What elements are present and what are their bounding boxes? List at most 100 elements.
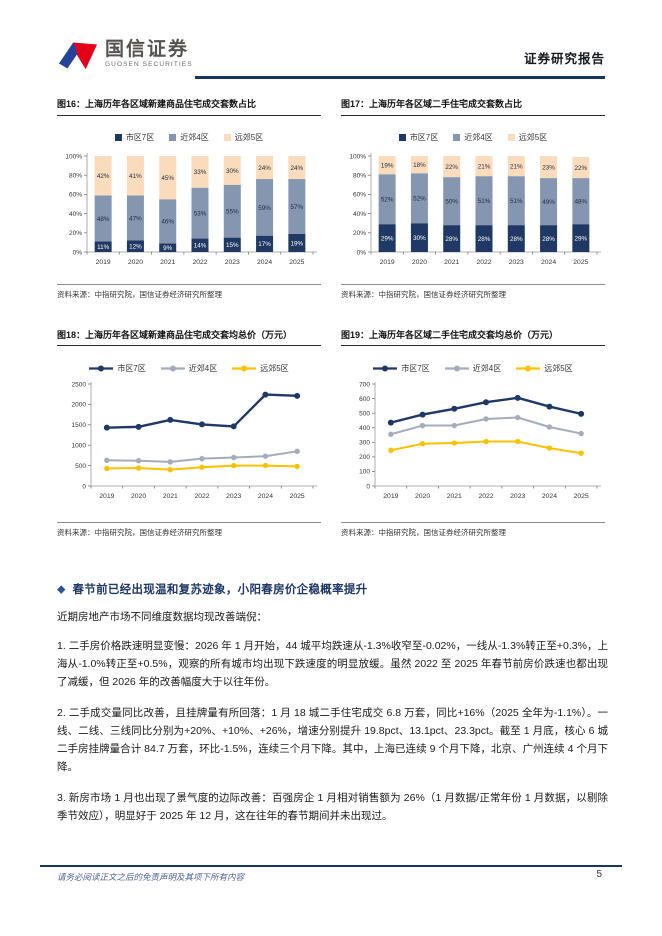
figure-16-legend: 市区7区 近郊4区 远郊5区: [57, 132, 321, 144]
svg-text:28%: 28%: [478, 236, 491, 243]
svg-text:2024: 2024: [541, 259, 556, 266]
svg-text:2020: 2020: [412, 259, 427, 266]
svg-text:21%: 21%: [478, 163, 491, 170]
svg-text:18%: 18%: [413, 162, 426, 169]
svg-text:28%: 28%: [510, 236, 523, 243]
svg-text:700: 700: [359, 382, 370, 389]
svg-text:2024: 2024: [257, 259, 272, 266]
legend-item: 近郊4区: [169, 132, 209, 143]
svg-text:2023: 2023: [510, 493, 525, 500]
figure-19-source: 资料来源：中指研究院，国信证券经济研究所整理: [341, 522, 605, 538]
svg-text:2019: 2019: [99, 493, 114, 500]
svg-text:9%: 9%: [163, 245, 173, 252]
legend-item: 近郊4区: [444, 363, 501, 374]
svg-text:2021: 2021: [447, 493, 462, 500]
figure-18-legend: 市区7区 近郊4区 远郊5区: [57, 362, 321, 374]
svg-text:50%: 50%: [445, 198, 458, 205]
svg-text:20%: 20%: [69, 230, 82, 237]
svg-text:48%: 48%: [575, 198, 588, 205]
figure-18-source: 资料来源：中指研究院，国信证券经济研究所整理: [57, 522, 321, 538]
svg-text:19%: 19%: [381, 162, 394, 169]
figure-19-panel: 图19：上海历年各区域二手住宅成交套均总价（万元） 市区7区 近郊4区 远郊5区 0…: [341, 330, 605, 539]
svg-text:100%: 100%: [65, 153, 82, 160]
svg-text:600: 600: [359, 396, 370, 403]
figure-16-title: 图16：上海历年各区域新建商品住宅成交套数占比: [57, 99, 321, 116]
svg-text:100: 100: [359, 469, 370, 476]
svg-text:2020: 2020: [415, 493, 430, 500]
svg-text:2022: 2022: [478, 493, 493, 500]
svg-text:12%: 12%: [129, 243, 142, 250]
footer-disclaimer: 请务必阅读正文之后的免责声明及其项下所有内容: [57, 872, 245, 882]
guosen-logo-icon: [58, 42, 98, 70]
svg-text:200: 200: [359, 455, 370, 462]
svg-text:2023: 2023: [226, 493, 241, 500]
svg-text:0%: 0%: [73, 249, 83, 256]
figure-18-title: 图18：上海历年各区域新建商品住宅成交套均总价（万元）: [57, 330, 321, 347]
svg-text:300: 300: [359, 440, 370, 447]
svg-text:14%: 14%: [194, 242, 207, 249]
svg-text:33%: 33%: [194, 169, 207, 176]
figure-17-chart: 0% 20% 40% 60% 80% 100% 2019 29% 52% 19% 2020 30% 52…: [349, 152, 601, 266]
svg-text:19%: 19%: [291, 240, 304, 247]
svg-text:500: 500: [75, 463, 86, 470]
svg-text:2023: 2023: [225, 259, 240, 266]
svg-text:29%: 29%: [381, 235, 394, 242]
paragraph-2: 2. 二手成交量同比改善，且挂牌量有所回落：1 月 18 城二手住宅成交 6.8…: [57, 707, 608, 774]
svg-text:0%: 0%: [357, 249, 367, 256]
svg-text:22%: 22%: [445, 164, 458, 171]
footer-rule: [40, 865, 622, 867]
svg-text:47%: 47%: [129, 215, 142, 222]
figure-17-title: 图17：上海历年各区域二手住宅成交套数占比: [341, 99, 605, 116]
svg-text:2020: 2020: [131, 493, 146, 500]
figure-19-title: 图19：上海历年各区域二手住宅成交套均总价（万元）: [341, 330, 605, 347]
svg-text:29%: 29%: [575, 235, 588, 242]
svg-text:52%: 52%: [413, 195, 426, 202]
header-rule: [195, 76, 605, 79]
figure-16-panel: 图16：上海历年各区域新建商品住宅成交套数占比 市区7区 近郊4区 远郊5区 0% 2…: [57, 99, 321, 300]
svg-text:2019: 2019: [96, 259, 111, 266]
paragraph-3: 3. 新房市场 1 月也出现了景气度的边际改善：百强房企 1 月相对销售额为 2…: [57, 792, 608, 823]
svg-text:53%: 53%: [194, 210, 207, 217]
figure-19-chart: 0 100 200 300 400 500 600 700 2019 2020 2021 2022 20…: [359, 382, 601, 500]
svg-text:2500: 2500: [72, 382, 87, 389]
figure-16-source: 资料来源：中指研究院，国信证券经济研究所整理: [57, 283, 321, 300]
svg-text:20%: 20%: [353, 230, 366, 237]
svg-text:40%: 40%: [353, 211, 366, 218]
svg-text:1500: 1500: [72, 422, 87, 429]
svg-text:11%: 11%: [97, 244, 110, 251]
svg-text:500: 500: [359, 411, 370, 418]
svg-text:24%: 24%: [291, 165, 304, 172]
logo-text: 国信证券 GUOSEN SECURITIES: [105, 39, 193, 69]
legend-item: 远郊5区: [232, 363, 289, 374]
figure-17-panel: 图17：上海历年各区域二手住宅成交套数占比 市区7区 近郊4区 远郊5区 0% 20%…: [341, 99, 605, 300]
svg-text:2025: 2025: [573, 259, 588, 266]
svg-text:2019: 2019: [383, 493, 398, 500]
svg-text:2000: 2000: [72, 402, 87, 409]
section-heading-text: 春节前已经出现温和复苏迹象，小阳春房价企稳概率提升: [72, 584, 368, 596]
svg-text:2024: 2024: [258, 493, 273, 500]
figure-19-legend: 市区7区 近郊4区 远郊5区: [341, 362, 605, 374]
svg-text:80%: 80%: [353, 172, 366, 179]
figure-17-legend: 市区7区 近郊4区 远郊5区: [341, 132, 605, 144]
svg-text:2023: 2023: [509, 259, 524, 266]
svg-text:57%: 57%: [291, 203, 304, 210]
figures-grid: 图16：上海历年各区域新建商品住宅成交套数占比 市区7区 近郊4区 远郊5区 0% 2…: [57, 99, 605, 538]
legend-item: 远郊5区: [223, 132, 263, 143]
figure-18-panel: 图18：上海历年各区域新建商品住宅成交套均总价（万元） 市区7区 近郊4区 远郊5区…: [57, 330, 321, 539]
svg-text:51%: 51%: [510, 198, 523, 205]
svg-text:2021: 2021: [163, 493, 178, 500]
svg-text:2025: 2025: [289, 259, 304, 266]
svg-text:80%: 80%: [69, 172, 82, 179]
svg-text:2022: 2022: [476, 259, 491, 266]
svg-text:46%: 46%: [161, 218, 174, 225]
svg-text:30%: 30%: [226, 167, 239, 174]
svg-text:55%: 55%: [226, 208, 239, 215]
svg-text:49%: 49%: [542, 199, 555, 206]
page-number: 5: [596, 869, 602, 880]
svg-text:40%: 40%: [69, 211, 82, 218]
svg-text:2024: 2024: [542, 493, 557, 500]
svg-text:52%: 52%: [381, 196, 394, 203]
section-heading: ◆ 春节前已经出现温和复苏迹象，小阳春房价企稳概率提升: [57, 581, 608, 597]
svg-text:0: 0: [366, 484, 370, 491]
svg-text:28%: 28%: [445, 236, 458, 243]
